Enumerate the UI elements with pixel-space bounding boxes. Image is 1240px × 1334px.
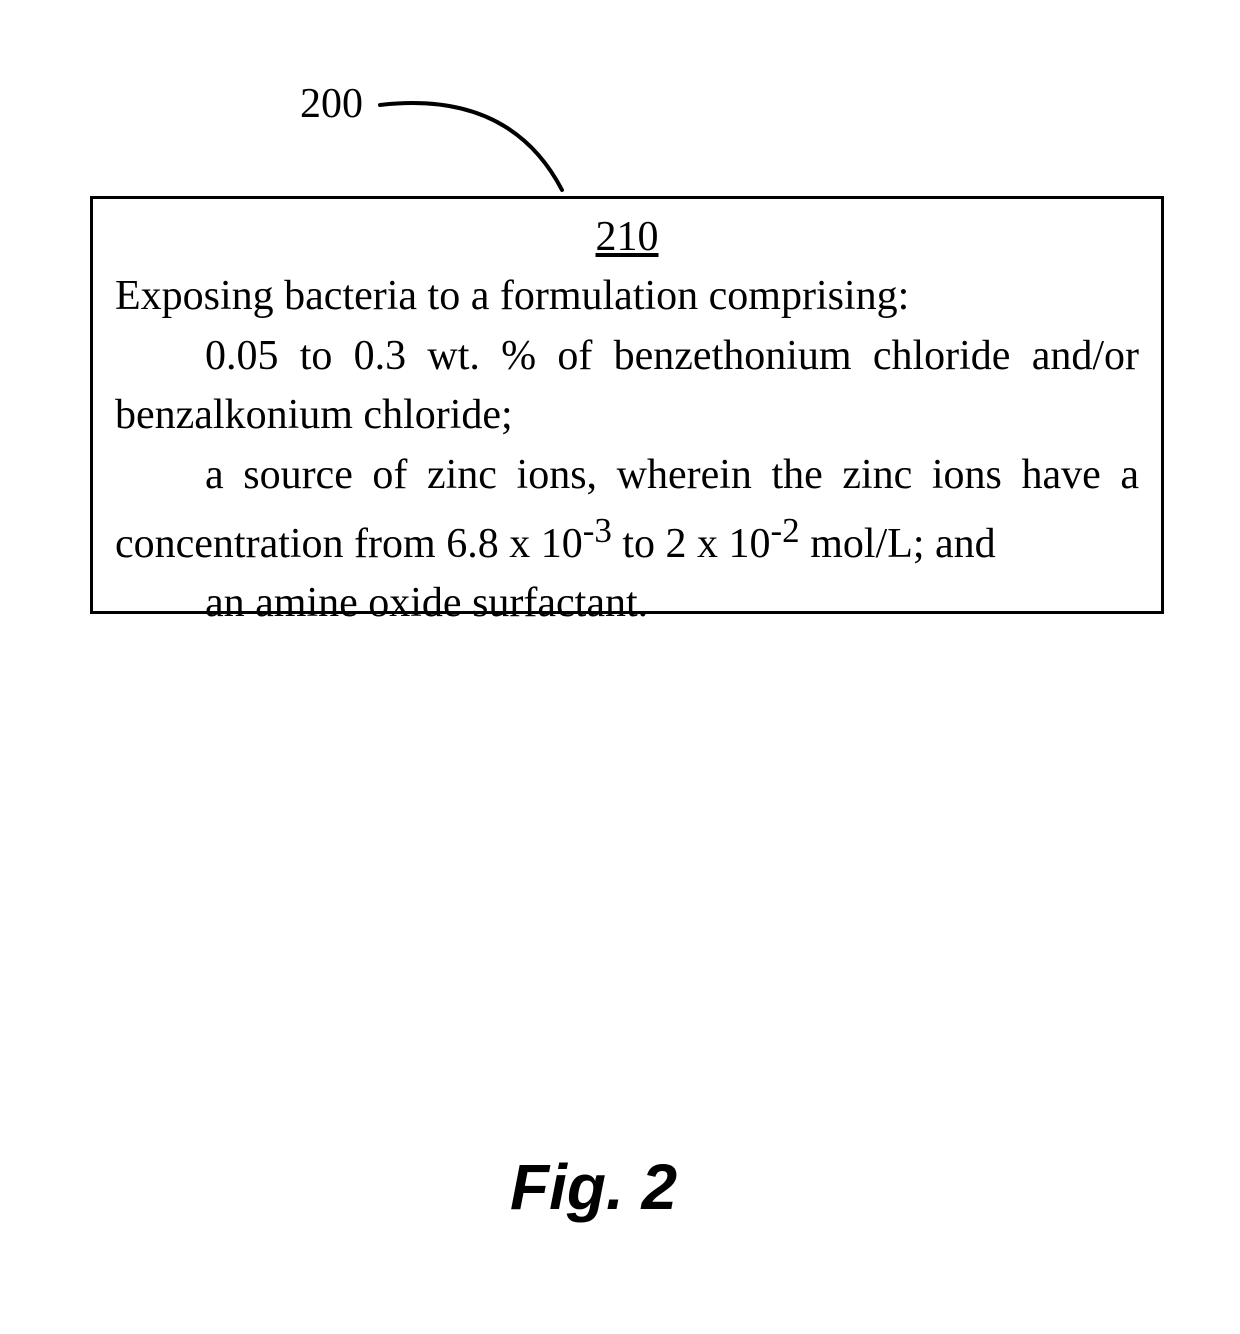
step-box-210: 210 Exposing bacteria to a formulation c… [90,196,1164,614]
item2-post: mol/L; and [800,521,996,567]
box-line-item1: 0.05 to 0.3 wt. % of benzethonium chlori… [115,327,1139,446]
box-line-intro: Exposing bacteria to a formulation compr… [115,267,1139,327]
box-line-item3: an amine oxide surfactant. [115,574,1139,634]
item2-exp2: -2 [771,511,800,550]
callout-label-200: 200 [300,80,363,128]
item2-mid: to 2 x 10 [612,521,771,567]
item2-exp1: -3 [583,511,612,550]
callout-arc [370,80,590,200]
callout-arc-path [380,103,562,190]
box-number: 210 [115,213,1139,261]
box-body: Exposing bacteria to a formulation compr… [115,267,1139,634]
box-line-item2: a source of zinc ions, wherein the zinc … [115,446,1139,574]
diagram-canvas: 200 210 Exposing bacteria to a formulati… [0,0,1240,1334]
figure-caption: Fig. 2 [510,1150,677,1224]
